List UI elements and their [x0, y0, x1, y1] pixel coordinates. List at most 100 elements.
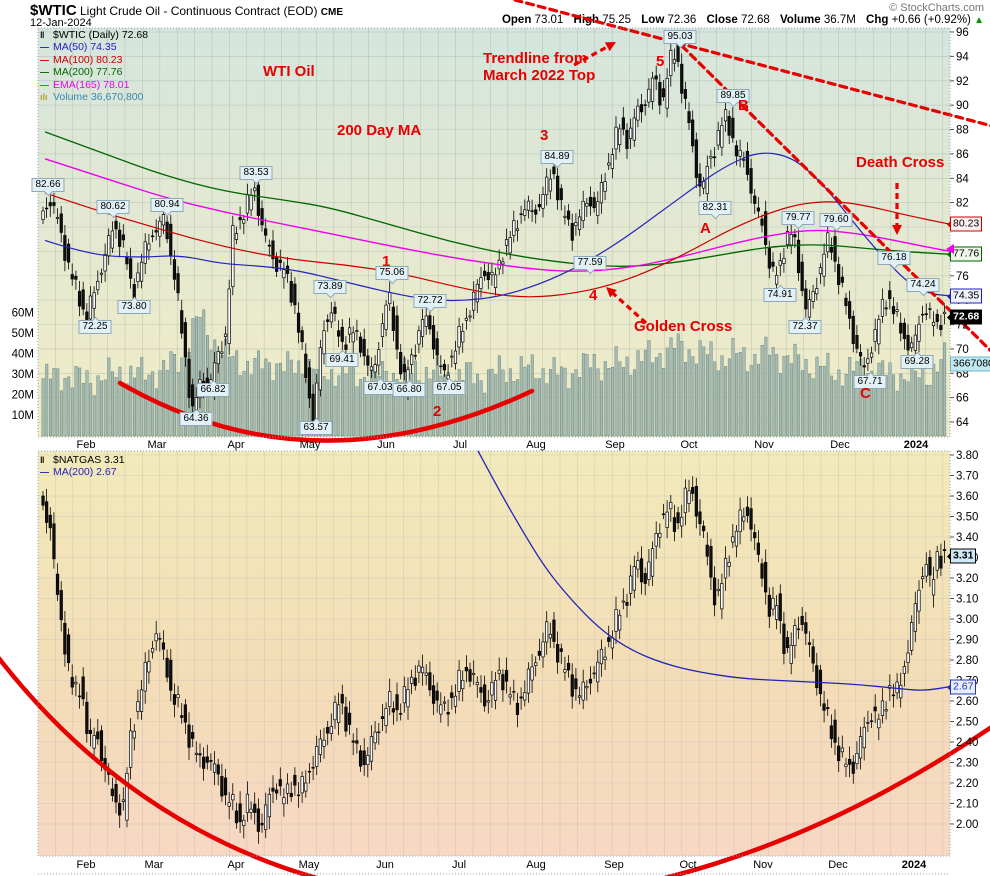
- candlestick: [848, 758, 852, 765]
- candlestick: [187, 358, 191, 398]
- candlestick: [77, 291, 82, 307]
- candlestick: [63, 235, 67, 261]
- candlestick: [884, 307, 888, 310]
- volume-bar: [884, 375, 888, 437]
- candlestick: [337, 330, 341, 337]
- candlestick: [826, 232, 830, 253]
- candlestick: [216, 764, 220, 775]
- volume-bar: [742, 347, 746, 437]
- candlestick: [687, 111, 691, 124]
- candlestick: [534, 662, 538, 666]
- volume-bar: [914, 370, 917, 437]
- candlestick: [212, 763, 217, 773]
- candlestick: [815, 665, 819, 689]
- volume-bar: [724, 366, 728, 437]
- candlestick: [581, 200, 585, 221]
- candlestick: [110, 230, 114, 249]
- candlestick: [41, 495, 45, 506]
- candlestick: [158, 638, 162, 640]
- y-axis-label: 2.40: [956, 737, 978, 749]
- candlestick: [275, 257, 279, 272]
- candlestick: [388, 691, 392, 708]
- candlestick: [479, 277, 483, 290]
- candlestick: [665, 511, 669, 528]
- volume-bar: [625, 356, 629, 437]
- volume-bar: [735, 353, 739, 437]
- candlestick: [570, 223, 574, 241]
- volume-bar: [607, 368, 611, 437]
- candlestick: [45, 501, 49, 523]
- candlestick: [289, 792, 293, 798]
- volume-bar: [538, 378, 541, 437]
- candlestick: [475, 682, 479, 686]
- volume-bar: [687, 349, 691, 437]
- volume-bar: [727, 358, 731, 437]
- volume-bar: [125, 383, 129, 437]
- candlestick: [475, 283, 479, 303]
- volume-bar: [892, 374, 895, 437]
- candlestick: [493, 274, 498, 288]
- candlestick: [917, 323, 921, 342]
- candlestick: [775, 605, 779, 620]
- volume-bar: [129, 365, 133, 437]
- candlestick: [731, 536, 735, 543]
- candlestick: [621, 600, 625, 603]
- volume-bar: [669, 337, 673, 437]
- volume-bar: [789, 363, 793, 437]
- header: $WTIC Light Crude Oil - Continuous Contr…: [0, 0, 990, 29]
- symbol: $WTIC: [30, 2, 77, 19]
- volume-bar: [702, 346, 706, 437]
- annotation-arrow: [573, 43, 611, 67]
- candlestick: [369, 366, 374, 371]
- candlestick: [66, 243, 71, 263]
- volume-bar: [147, 374, 151, 437]
- volume-bar: [264, 358, 268, 437]
- candlestick: [234, 233, 239, 240]
- candlestick: [782, 257, 786, 264]
- candlestick: [720, 583, 724, 610]
- candlestick: [358, 336, 363, 353]
- volume-bar: [399, 382, 403, 437]
- candlestick: [253, 803, 257, 813]
- volume-bar: [81, 383, 85, 437]
- candlestick: [877, 718, 881, 729]
- candlestick: [833, 719, 837, 743]
- volume-bar: [797, 354, 801, 437]
- candlestick: [764, 211, 768, 245]
- candlestick: [242, 819, 246, 826]
- candlestick: [658, 533, 662, 538]
- volume-bar: [184, 354, 188, 437]
- volume-bar: [837, 369, 841, 437]
- candlestick: [209, 760, 213, 762]
- candlestick: [81, 289, 85, 310]
- candlestick: [862, 726, 866, 749]
- volume-bar: [143, 379, 147, 437]
- candlestick: [450, 692, 454, 698]
- candlestick: [191, 384, 195, 407]
- candlestick: [588, 196, 593, 207]
- volume-bar: [162, 360, 166, 437]
- volume-bar: [713, 361, 717, 437]
- volume-bar: [822, 365, 826, 437]
- candlestick: [187, 724, 191, 748]
- candlestick: [231, 225, 235, 287]
- candlestick: [793, 234, 797, 238]
- candlestick: [446, 374, 450, 380]
- candlestick: [143, 241, 147, 264]
- candlestick: [515, 702, 520, 715]
- candlestick: [742, 159, 746, 161]
- y-axis-label: 3.00: [956, 614, 978, 626]
- volume-bar: [903, 379, 906, 437]
- candlestick: [753, 195, 757, 204]
- candlestick: [577, 695, 582, 698]
- candlestick: [220, 351, 224, 354]
- candlestick: [837, 264, 841, 286]
- candlestick: [702, 525, 706, 532]
- volume-bar: [439, 375, 443, 437]
- support-arc: [117, 380, 535, 443]
- candlestick: [939, 325, 943, 331]
- candlestick: [242, 219, 246, 224]
- volume-bar: [877, 362, 881, 437]
- candlestick: [541, 194, 545, 209]
- candlestick: [603, 656, 607, 661]
